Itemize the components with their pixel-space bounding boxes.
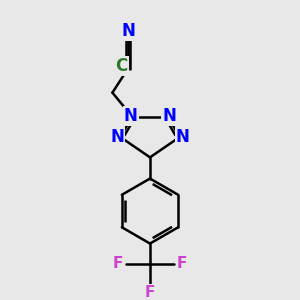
Text: N: N [162, 107, 176, 125]
Text: C: C [116, 57, 128, 75]
Text: F: F [145, 285, 155, 300]
Text: N: N [124, 107, 138, 125]
Text: N: N [121, 22, 135, 40]
Text: N: N [111, 128, 124, 146]
Text: F: F [177, 256, 187, 272]
Text: F: F [113, 256, 123, 272]
Text: N: N [176, 128, 189, 146]
